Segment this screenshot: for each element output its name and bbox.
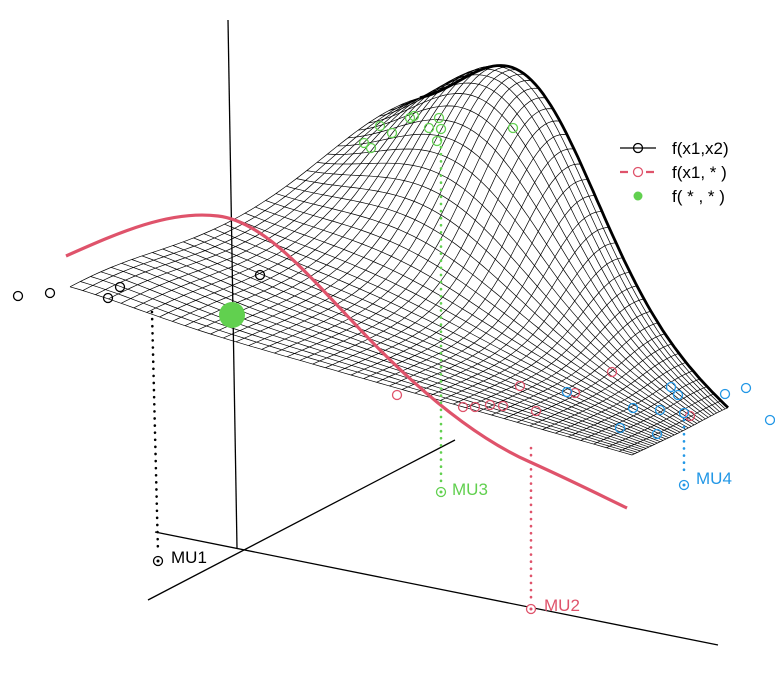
mu3-point: [423, 122, 435, 134]
mu3-point: [365, 142, 377, 154]
conditional-curve: [65, 213, 628, 510]
legend-entry-surface: f(x1,x2): [620, 139, 729, 158]
mu3-label: MU3: [452, 480, 488, 499]
legend: f(x1,x2) f(x1, * ) f( * , * ): [620, 139, 729, 206]
mu2-point: [530, 405, 542, 417]
mu2-point: [569, 387, 581, 399]
mu4-point: [651, 428, 663, 440]
mu2-point: [497, 400, 509, 412]
surface-mesh-lines-v: [69, 65, 729, 456]
vertical-axis: [227, 19, 238, 549]
mu1-point: [254, 269, 266, 281]
mu2-label: MU2: [544, 596, 580, 615]
mu1-drop-line: [150, 310, 160, 554]
mu2-point: [484, 399, 496, 411]
mu4-point: [764, 414, 775, 426]
mu3-point: [386, 127, 398, 139]
legend-entry-conditional: f(x1, * ): [620, 163, 727, 182]
mu3-point: [435, 123, 447, 135]
mu2-point: [457, 401, 469, 413]
drop-lines: [150, 138, 690, 615]
left-axis: [147, 439, 456, 601]
surface-mesh: [69, 64, 729, 456]
mu2-point: [606, 366, 618, 378]
axes: [147, 19, 719, 646]
mu2-point: [391, 389, 403, 401]
mu1-point: [114, 281, 126, 293]
legend-label-surface: f(x1,x2): [672, 139, 729, 158]
mu2-marker-center: [529, 607, 533, 611]
mu4-point: [719, 388, 731, 400]
mu4-point: [627, 402, 639, 414]
mu1-marker-center: [156, 559, 160, 563]
conditional-density-curve: [65, 213, 628, 510]
mu1-label: MU1: [171, 548, 207, 567]
mu4-point: [740, 382, 752, 394]
mu4-point: [654, 404, 666, 416]
legend-entry-marginal: f( * , * ): [633, 187, 725, 206]
mu4-point: [672, 389, 684, 401]
mu3-point: [358, 137, 370, 149]
legend-label-marginal: f( * , * ): [672, 187, 725, 206]
mu4-point: [561, 386, 573, 398]
mu1-point: [12, 290, 24, 302]
mu1-point: [102, 292, 114, 304]
legend-label-conditional: f(x1, * ): [672, 163, 727, 182]
mu3-point: [408, 110, 420, 122]
mu4-point: [678, 407, 690, 419]
mu2-point: [514, 380, 526, 392]
right-axis: [154, 531, 719, 646]
mu3-point: [507, 122, 519, 134]
observation-points: [12, 110, 775, 440]
mu4-point: [614, 422, 626, 434]
mu3-marker-center: [439, 490, 443, 494]
mu1-point: [44, 287, 56, 299]
mu3-point: [374, 120, 386, 132]
mu2-point: [684, 410, 696, 422]
surface-ridge: [419, 64, 729, 409]
mu3-point: [433, 112, 445, 124]
mu4-point: [665, 381, 677, 393]
mu4-marker-center: [682, 483, 686, 487]
marginal-density-point: [219, 302, 245, 328]
mu4-label: MU4: [696, 469, 732, 488]
mu2-point: [469, 401, 481, 413]
